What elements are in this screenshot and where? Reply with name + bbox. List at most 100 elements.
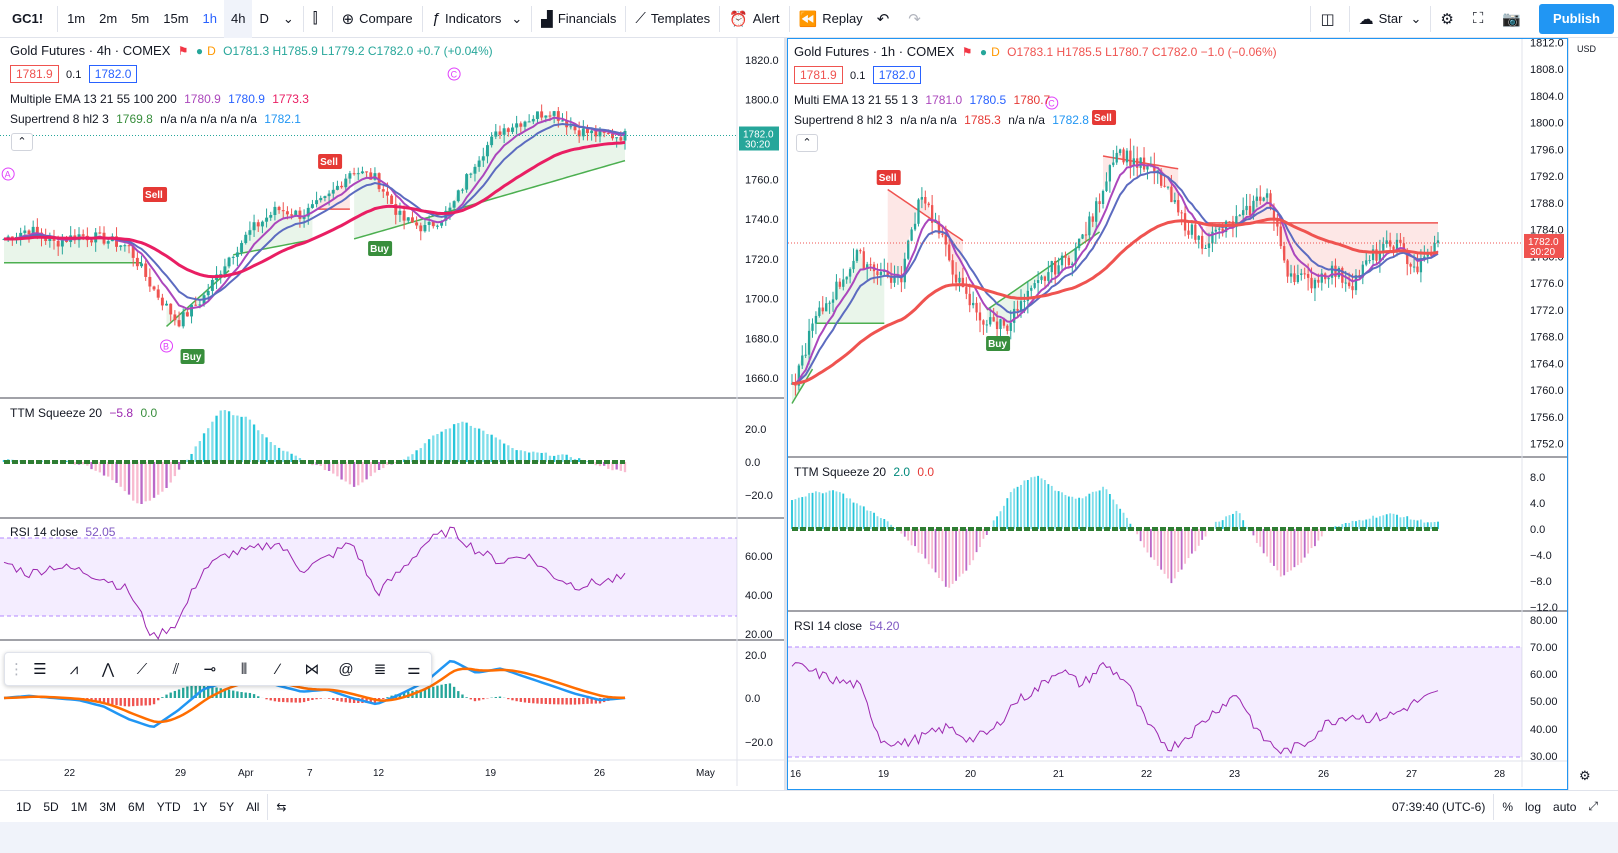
- candle-body: [999, 319, 1002, 330]
- price-axis-label: 1800.0: [745, 95, 779, 107]
- interval-d[interactable]: D: [259, 11, 269, 26]
- candle-body: [1317, 279, 1320, 283]
- interval-5m[interactable]: 5m: [131, 11, 150, 26]
- left-spread: 0.1: [66, 69, 82, 81]
- range-5d[interactable]: 5D: [43, 799, 59, 814]
- fullscreen-button[interactable]: ⛶: [1466, 0, 1496, 38]
- pane-divider[interactable]: [784, 38, 787, 790]
- right-chart-pane[interactable]: 1812.0 1808.0 1804.0 1800.0 1796.0 1792.0 1788…: [787, 38, 1568, 790]
- candle-body: [1013, 308, 1016, 323]
- right-price-scale-strip[interactable]: USD ⚙: [1568, 38, 1618, 790]
- snapshot-button[interactable]: 📷: [1495, 0, 1533, 38]
- candle-body: [131, 246, 135, 258]
- templates-button[interactable]: ⟋ Templates: [628, 0, 717, 38]
- elliott-wave-icon[interactable]: ⩘: [69, 660, 79, 678]
- candle-body: [1002, 319, 1006, 326]
- clock-time[interactable]: 07:39:40 (UTC-6): [1391, 799, 1486, 814]
- left-bid[interactable]: 1781.9: [10, 65, 59, 83]
- range-6m[interactable]: 6M: [128, 799, 145, 814]
- right-rsi-legend[interactable]: RSI 14 close 54.20: [794, 619, 903, 633]
- percent-toggle[interactable]: %: [1502, 799, 1514, 814]
- top-toolbar: GC1! 1m 2m 5m 15m 1h 4h D ⌄ ⫿ ⊕ Compare ƒ…: [0, 0, 1618, 38]
- candle-body: [281, 210, 285, 212]
- right-ttm-val-1: 2.0: [893, 465, 911, 479]
- goto-date-calendar-icon[interactable]: ⇆: [276, 799, 287, 814]
- pattern-icon[interactable]: ⋈: [304, 661, 320, 678]
- left-collapse-legend-chevron-up-icon[interactable]: ⌃: [11, 133, 33, 151]
- candle-body: [1118, 149, 1122, 153]
- scale-settings-icon[interactable]: ⤢: [1588, 799, 1598, 813]
- replay-button[interactable]: ⏪ Replay: [792, 0, 870, 38]
- indicators-button[interactable]: ƒ Indicators ⌄: [425, 0, 530, 38]
- publish-button[interactable]: Publish: [1539, 3, 1614, 34]
- interval-4h[interactable]: 4h: [224, 0, 253, 38]
- candle-body: [1139, 157, 1142, 168]
- interval-1m[interactable]: 1m: [67, 11, 86, 26]
- ray-icon[interactable]: ∕: [276, 660, 280, 678]
- alert-button[interactable]: ⏰ Alert: [722, 0, 786, 38]
- right-supertrend-legend[interactable]: Supertrend 8 hl2 3 n/a n/a n/a 1785.3 n/…: [794, 113, 1093, 127]
- channel-icon[interactable]: ≣: [373, 661, 387, 678]
- trend-line-icon[interactable]: ⟋: [136, 660, 148, 678]
- left-rsi-legend[interactable]: RSI 14 close 52.05: [10, 525, 119, 539]
- left-chart-canvas[interactable]: 1820.01800.01780.01760.01740.01720.01700…: [0, 38, 784, 790]
- interval-dropdown-chevron-down-icon[interactable]: ⌄: [282, 10, 294, 26]
- candle-body: [590, 130, 594, 134]
- range-all[interactable]: All: [246, 799, 260, 814]
- drag-handle-icon[interactable]: ⋮: [9, 661, 24, 678]
- star-button[interactable]: ☁ Star ⌄: [1352, 0, 1429, 38]
- left-ema-legend[interactable]: Multiple EMA 13 21 55 100 200 1780.9 178…: [10, 92, 313, 106]
- compare-button[interactable]: ⊕ Compare: [335, 0, 420, 38]
- candle-body: [1365, 260, 1368, 265]
- candle-body: [306, 207, 310, 217]
- log-toggle[interactable]: log: [1525, 799, 1542, 814]
- price-axis-label: 1804.0: [1530, 91, 1564, 103]
- price-axis-label: 1820.0: [745, 55, 779, 67]
- right-bid[interactable]: 1781.9: [794, 66, 843, 84]
- candle-body: [804, 354, 807, 356]
- candle-body: [606, 132, 610, 134]
- right-chart-canvas[interactable]: 1812.0 1808.0 1804.0 1800.0 1796.0 1792.0 1788…: [788, 39, 1567, 789]
- price-axis-label: 1776.0: [1530, 278, 1564, 290]
- horizontal-ray-icon[interactable]: ⊸: [203, 661, 217, 678]
- range-ytd[interactable]: YTD: [156, 799, 181, 814]
- settings-button[interactable]: ⚙: [1433, 0, 1465, 38]
- range-1d[interactable]: 1D: [16, 799, 32, 814]
- range-1m[interactable]: 1M: [70, 799, 88, 814]
- left-ttm-legend[interactable]: TTM Squeeze 20 −5.8 0.0: [10, 406, 161, 420]
- interval-15m[interactable]: 15m: [163, 11, 189, 26]
- right-ask[interactable]: 1782.0: [872, 66, 922, 84]
- right-spread: 0.1: [850, 70, 866, 82]
- range-3m[interactable]: 3M: [99, 799, 117, 814]
- auto-toggle[interactable]: auto: [1553, 799, 1577, 814]
- redo-button[interactable]: ↷: [901, 0, 933, 38]
- candle-body: [210, 280, 214, 291]
- fan-icon[interactable]: ⫽: [172, 660, 180, 678]
- symbol-search[interactable]: GC1!: [12, 11, 44, 26]
- fib-levels-icon[interactable]: ☰: [33, 661, 47, 678]
- financials-button[interactable]: ▟ Financials: [534, 0, 623, 38]
- abc-pattern-icon[interactable]: ⋀: [101, 661, 115, 678]
- left-supertrend-legend[interactable]: Supertrend 8 hl2 3 1769.8 n/a n/a n/a n/…: [10, 112, 305, 126]
- range-1y[interactable]: 1Y: [192, 799, 208, 814]
- vertical-lines-icon[interactable]: ⦀: [240, 660, 248, 678]
- range-5y[interactable]: 5Y: [219, 799, 235, 814]
- interval-2m[interactable]: 2m: [99, 11, 118, 26]
- undo-button[interactable]: ↶: [870, 0, 902, 38]
- settings-lines-icon[interactable]: ⚌: [407, 661, 421, 678]
- candles-chart-type-icon[interactable]: ⫿: [312, 10, 318, 27]
- candle-body: [44, 237, 48, 241]
- last-price-tag: [1524, 233, 1564, 258]
- spiral-icon[interactable]: @: [338, 660, 354, 678]
- left-ask[interactable]: 1782.0: [88, 65, 138, 83]
- right-price-scale-canvas[interactable]: USD ⚙: [1569, 38, 1618, 790]
- right-ttm-legend[interactable]: TTM Squeeze 20 2.0 0.0: [794, 465, 938, 479]
- time-axis-label: 26: [594, 768, 606, 779]
- divider: [302, 5, 304, 32]
- candle-body: [1187, 230, 1190, 235]
- candle-body: [985, 324, 988, 326]
- layout-button[interactable]: ◫: [1313, 0, 1346, 38]
- right-ema-legend[interactable]: Multi EMA 13 21 55 1 3 1781.0 1780.5 178…: [794, 93, 1054, 107]
- right-collapse-legend-chevron-up-icon[interactable]: ⌃: [796, 134, 818, 152]
- interval-1h[interactable]: 1h: [202, 11, 218, 26]
